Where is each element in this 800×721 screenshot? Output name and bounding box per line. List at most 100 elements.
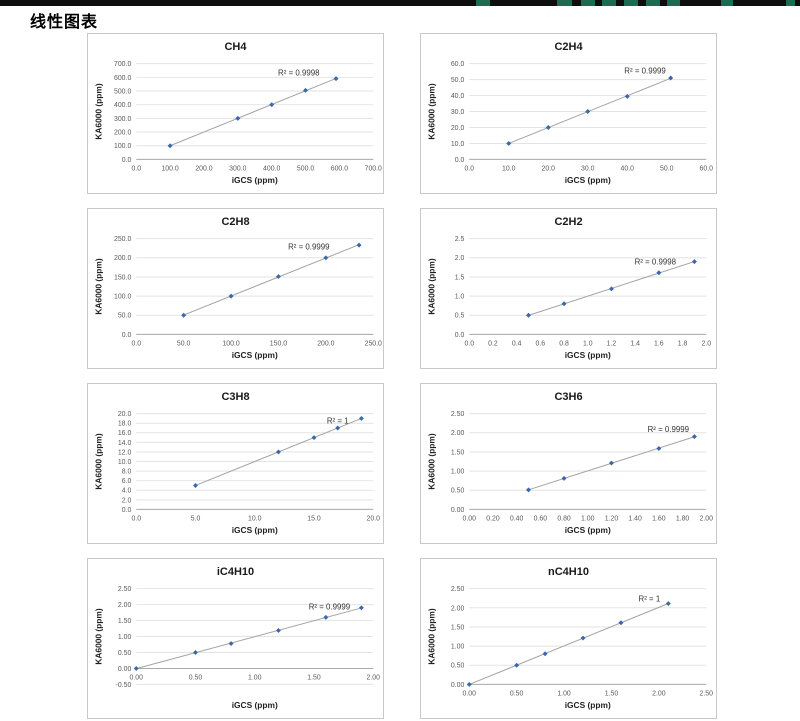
y-axis-title: KA6000 (ppm) — [94, 433, 104, 490]
data-point-marker — [691, 434, 697, 440]
x-tick-label: 40.0 — [621, 165, 635, 172]
data-point-marker — [193, 650, 198, 655]
x-tick-label: 5.0 — [191, 515, 201, 522]
data-point-marker — [269, 102, 275, 108]
x-tick-label: 1.0 — [583, 340, 593, 347]
data-point-marker — [275, 449, 281, 455]
data-point-marker — [303, 87, 309, 93]
x-tick-label: 1.40 — [628, 515, 642, 522]
y-tick-label: 14.0 — [118, 440, 132, 447]
y-tick-label: 2.0 — [122, 497, 132, 504]
x-tick-label: 200.0 — [317, 340, 334, 347]
x-tick-label: 20.0 — [367, 515, 381, 522]
y-tick-label: 10.0 — [451, 141, 465, 148]
x-tick-label: 10.0 — [502, 165, 516, 172]
chart-card: C2H4 0.0 10.0 20.0 30.0 40.0 50.0 60.0 0.0 10.0 2… — [420, 33, 717, 194]
chart-card: nC4H10 0.00 0.50 1.00 1.50 2.00 2.50 0.00 0.50 1… — [420, 558, 717, 719]
x-axis-title: iGCS (ppm) — [565, 700, 611, 710]
top-edge-decoration — [0, 0, 800, 6]
y-tick-label: 1.00 — [451, 469, 465, 476]
y-tick-label: -0.50 — [116, 682, 132, 689]
x-axis-title: iGCS (ppm) — [565, 175, 611, 185]
top-edge-accent-segment — [624, 0, 638, 6]
x-tick-label: 150.0 — [270, 340, 287, 347]
y-tick-label: 600.0 — [114, 75, 131, 82]
y-tick-label: 30.0 — [451, 109, 465, 116]
x-tick-label: 250.0 — [365, 340, 382, 347]
x-axis-title: iGCS (ppm) — [232, 525, 278, 535]
x-tick-label: 1.2 — [607, 340, 617, 347]
x-tick-label: 0.2 — [488, 340, 498, 347]
y-tick-label: 0.0 — [122, 157, 132, 164]
y-axis-title: KA6000 (ppm) — [427, 83, 437, 140]
top-edge-accent-segment — [721, 0, 733, 6]
y-tick-label: 100.0 — [114, 143, 131, 150]
chart-card: C3H6 0.00 0.50 1.00 1.50 2.00 2.50 0.00 0.20 0.4… — [420, 383, 717, 544]
data-point-marker — [618, 620, 624, 626]
x-tick-label: 1.8 — [678, 340, 688, 347]
chart-plot: 0.00 0.50 1.00 1.50 2.00 2.50 0.00 0.50 1.00 1.50… — [427, 586, 713, 710]
x-tick-label: 1.00 — [557, 690, 571, 697]
x-tick-label: 2.00 — [700, 515, 714, 522]
data-point-marker — [585, 109, 591, 114]
x-axis-title: iGCS (ppm) — [565, 525, 611, 535]
trend-line — [508, 77, 671, 144]
x-tick-label: 0.20 — [486, 515, 500, 522]
x-tick-label: 500.0 — [297, 165, 314, 172]
y-tick-label: 1.50 — [451, 624, 465, 631]
x-axis-title: iGCS (ppm) — [232, 700, 278, 710]
y-tick-label: 0.50 — [451, 663, 465, 670]
x-tick-label: 700.0 — [365, 165, 382, 172]
data-point-marker — [275, 627, 281, 633]
data-point-marker — [526, 487, 531, 493]
x-tick-label: 10.0 — [248, 515, 262, 522]
chart-title: CH4 — [224, 41, 247, 53]
chart-card: C2H2 0.0 0.5 1.0 1.5 2.0 2.5 0.0 0.2 0.4 0.6 0.8 1.… — [420, 208, 717, 369]
y-axis-title: KA6000 (ppm) — [427, 608, 437, 665]
y-tick-label: 2.00 — [451, 605, 465, 612]
data-point-marker — [333, 76, 339, 82]
x-tick-label: 100.0 — [161, 165, 178, 172]
y-tick-label: 0.50 — [451, 488, 465, 495]
x-tick-label: 2.00 — [367, 674, 381, 681]
x-tick-label: 0.40 — [510, 515, 524, 522]
x-tick-label: 1.4 — [630, 340, 640, 347]
trend-line — [469, 603, 669, 685]
y-tick-label: 100.0 — [114, 294, 131, 301]
x-axis-title: iGCS (ppm) — [232, 350, 278, 360]
data-point-marker — [656, 446, 662, 451]
x-tick-label: 0.00 — [463, 690, 477, 697]
top-edge-accent-segment — [667, 0, 680, 6]
y-tick-label: 200.0 — [114, 255, 131, 262]
x-tick-label: 50.0 — [660, 165, 674, 172]
y-tick-label: 8.0 — [122, 469, 132, 476]
r2-annotation: R² = 0.9998 — [278, 69, 320, 78]
x-tick-label: 0.0 — [131, 165, 141, 172]
x-tick-label: 1.00 — [248, 674, 262, 681]
y-tick-label: 0.00 — [451, 507, 465, 514]
r2-annotation: R² = 1 — [327, 417, 349, 426]
data-point-marker — [358, 415, 364, 421]
data-point-marker — [167, 143, 173, 149]
y-tick-label: 0.0 — [122, 332, 132, 339]
x-tick-label: 30.0 — [581, 165, 595, 172]
y-tick-label: 50.0 — [451, 77, 465, 84]
y-tick-label: 40.0 — [451, 93, 465, 100]
chart-plot: -0.500.000.501.001.502.002.500.00 0.50 1.0… — [94, 586, 381, 710]
y-tick-label: 2.5 — [455, 236, 465, 243]
y-tick-label: 16.0 — [118, 430, 132, 437]
y-tick-label: 1.50 — [118, 618, 132, 625]
top-edge-accent-segment — [786, 0, 795, 6]
x-tick-label: 0.80 — [557, 515, 571, 522]
y-axis-title: KA6000 (ppm) — [94, 608, 104, 665]
x-tick-label: 15.0 — [307, 515, 321, 522]
y-tick-label: 10.0 — [118, 459, 132, 466]
x-tick-label: 0.50 — [189, 674, 203, 681]
x-tick-label: 2.0 — [701, 340, 711, 347]
data-point-marker — [181, 312, 187, 318]
y-tick-label: 2.50 — [451, 586, 465, 593]
x-tick-label: 0.0 — [464, 165, 474, 172]
y-tick-label: 2.50 — [451, 411, 465, 418]
data-point-marker — [608, 286, 614, 292]
y-tick-label: 1.50 — [451, 449, 465, 456]
